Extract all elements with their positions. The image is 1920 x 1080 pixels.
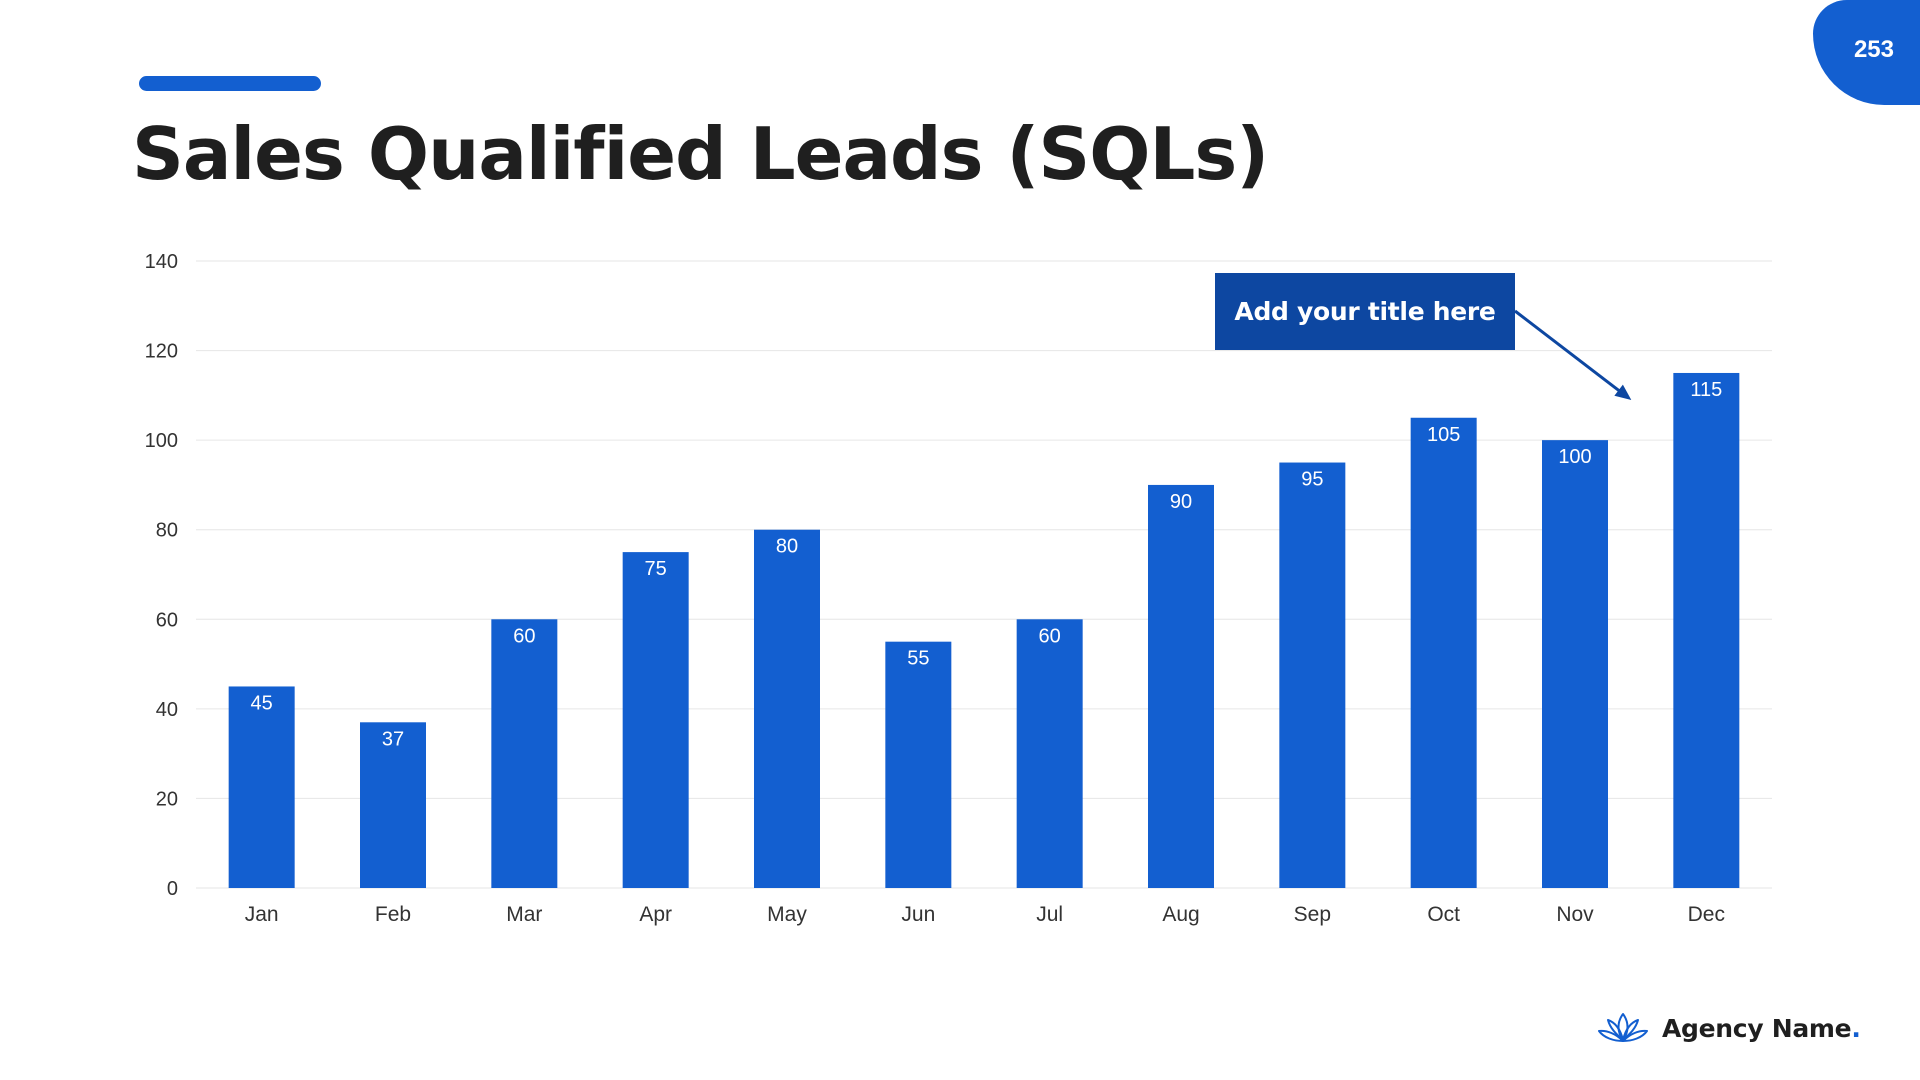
data-label: 75 (645, 558, 667, 580)
y-tick-label: 120 (145, 341, 178, 363)
page-number: 253 (1853, 36, 1894, 63)
data-labels: 45 37 60 75 80 55 60 90 95 105 100 115 (251, 379, 1723, 750)
callout-arrow-head (1614, 384, 1632, 400)
data-label: 90 (1170, 491, 1192, 513)
title-accent-bar (139, 76, 321, 91)
bar-jan (228, 686, 295, 888)
callout-arrow-line (1514, 309, 1625, 396)
bar-sep (1279, 462, 1346, 888)
bar-mar (491, 619, 558, 888)
x-axis-ticks: Jan Feb Mar Apr May Jun Jul Aug Sep Oct Nov Dec (245, 903, 1725, 926)
callout-box: Add your title here (1215, 273, 1515, 350)
grid-lines (196, 260, 1772, 889)
page-title: Sales Qualified Leads (SQLs) (132, 112, 1269, 196)
lotus-icon (1598, 1013, 1648, 1042)
x-tick-label: Jul (1036, 903, 1063, 926)
data-label: 105 (1427, 424, 1460, 446)
bar-may (754, 529, 820, 888)
x-tick-label: Sep (1294, 903, 1331, 926)
y-tick-label: 0 (167, 878, 178, 900)
x-tick-label: Oct (1427, 903, 1460, 926)
y-tick-label: 100 (145, 430, 178, 452)
x-tick-label: May (767, 903, 807, 926)
y-tick-label: 60 (156, 609, 178, 631)
bar-nov (1542, 440, 1608, 888)
data-label: 80 (776, 536, 798, 558)
data-label: 60 (1039, 625, 1061, 647)
x-tick-label: Jan (245, 903, 279, 926)
data-label: 95 (1301, 469, 1323, 491)
callout-arrow (1514, 309, 1632, 400)
bar-chart: 0 20 40 60 80 100 120 140 45 37 60 75 80 55 60 90 95 105… (145, 251, 1772, 926)
data-label: 37 (382, 728, 404, 750)
bar-dec (1673, 372, 1740, 888)
x-tick-label: Feb (375, 903, 411, 926)
bar-jul (1016, 619, 1083, 888)
brand-name-text: Agency Name (1662, 1013, 1852, 1043)
x-tick-label: Aug (1162, 903, 1199, 926)
y-axis-ticks: 0 20 40 60 80 100 120 140 (145, 251, 178, 900)
x-tick-label: Mar (506, 903, 542, 926)
y-tick-label: 140 (145, 251, 178, 273)
brand-dot: . (1851, 1013, 1861, 1043)
data-label: 60 (513, 625, 535, 647)
data-label: 100 (1558, 446, 1591, 468)
bar-oct (1410, 417, 1477, 888)
y-tick-label: 80 (156, 520, 178, 542)
brand-footer: Agency Name. (1596, 1010, 1861, 1046)
bar-jun (885, 641, 952, 888)
brand-name: Agency Name. (1662, 1014, 1861, 1043)
y-tick-label: 40 (156, 699, 178, 721)
x-tick-label: Jun (901, 903, 935, 926)
x-tick-label: Dec (1688, 903, 1725, 926)
data-label: 45 (251, 692, 273, 714)
y-tick-label: 20 (156, 788, 178, 810)
x-tick-label: Apr (639, 903, 672, 926)
bar-aug (1148, 484, 1214, 888)
bar-feb (360, 722, 426, 888)
bar-apr (622, 552, 689, 888)
x-tick-label: Nov (1556, 903, 1594, 926)
data-label: 115 (1690, 379, 1722, 401)
data-label: 55 (907, 648, 929, 670)
bars (228, 372, 1740, 888)
